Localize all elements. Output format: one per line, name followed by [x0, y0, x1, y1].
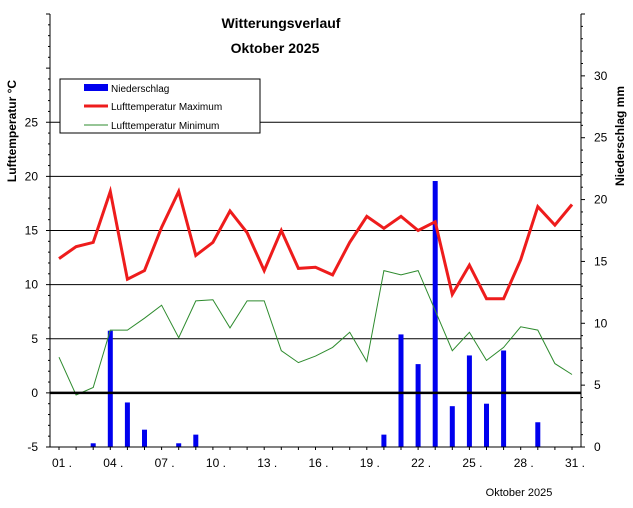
legend: Niederschlag Lufttemperatur Maximum Luft… [59, 78, 261, 134]
precip-bar-day-6 [142, 429, 147, 447]
axes: -5 0 5 10 15 20 25 0 5 10 15 20 25 30 01 . 04 . 07 . 10 .… [25, 13, 608, 470]
x-tick-label: 07 . [155, 456, 175, 470]
y-left-tick-label: 25 [25, 115, 39, 129]
x-tick-label: 13 . [257, 456, 277, 470]
precip-bar-day-5 [124, 402, 130, 447]
y-right-tick-label: 10 [594, 316, 608, 330]
chart-subtitle: Oktober 2025 [231, 40, 320, 56]
y-left-tick-label: 20 [25, 169, 39, 183]
tmax-line [58, 185, 574, 301]
y-right-tick-label: 30 [594, 69, 608, 83]
precip-bar-day-27 [501, 350, 507, 447]
y-right-tick-label: 25 [594, 131, 608, 145]
precip-bar-day-24 [449, 406, 455, 447]
y-right-tick-label: 0 [594, 440, 601, 454]
x-tick-label: 19 . [360, 456, 380, 470]
legend-label-tmin: Lufttemperatur Minimum [111, 121, 219, 132]
y-left-tick-label: 10 [25, 278, 39, 292]
y-right-tick-label: 15 [594, 254, 608, 268]
chart-title: Witterungsverlauf [222, 15, 341, 31]
y-right-tick-label: 20 [594, 193, 608, 207]
precipitation-bars [90, 181, 541, 447]
y-left-tick-label: 5 [31, 332, 38, 346]
x-tick-label: 04 . [103, 456, 123, 470]
legend-swatch-precipitation [84, 84, 108, 91]
precip-bar-day-20 [381, 434, 387, 447]
y-axis-left-label: Lufttemperatur °C [5, 80, 19, 182]
gridlines [50, 121, 581, 340]
precip-bar-day-8 [176, 443, 182, 447]
precip-bar-day-29 [535, 422, 541, 447]
x-tick-label: 28 . [514, 456, 534, 470]
y-left-tick-label: 0 [31, 386, 38, 400]
precip-bar-day-21 [398, 334, 404, 447]
temperature-lines [58, 185, 574, 396]
x-tick-label: 10 . [206, 456, 226, 470]
x-axis-label: Oktober 2025 [486, 487, 553, 499]
x-tick-label: 22 . [411, 456, 431, 470]
precip-bar-day-3 [90, 443, 96, 447]
precip-bar-day-26 [484, 403, 489, 447]
precip-bar-day-22 [415, 364, 421, 447]
legend-label-precipitation: Niederschlag [111, 84, 169, 95]
y-right-tick-label: 5 [594, 378, 601, 392]
precip-bar-day-9 [193, 434, 199, 447]
precip-bar-day-4 [107, 330, 113, 447]
y-left-tick-label: -5 [27, 440, 38, 454]
x-tick-label: 31 . [565, 456, 585, 470]
x-tick-label: 16 . [308, 456, 328, 470]
x-tick-label: 01 . [52, 456, 72, 470]
precip-bar-day-25 [466, 355, 472, 447]
tmin-line [58, 269, 573, 396]
x-tick-label: 25 . [462, 456, 482, 470]
legend-label-tmax: Lufttemperatur Maximum [111, 102, 222, 113]
precip-bar-day-23 [432, 181, 438, 447]
y-left-tick-label: 15 [25, 224, 39, 238]
y-axis-right-label: Niederschlag mm [613, 86, 627, 186]
